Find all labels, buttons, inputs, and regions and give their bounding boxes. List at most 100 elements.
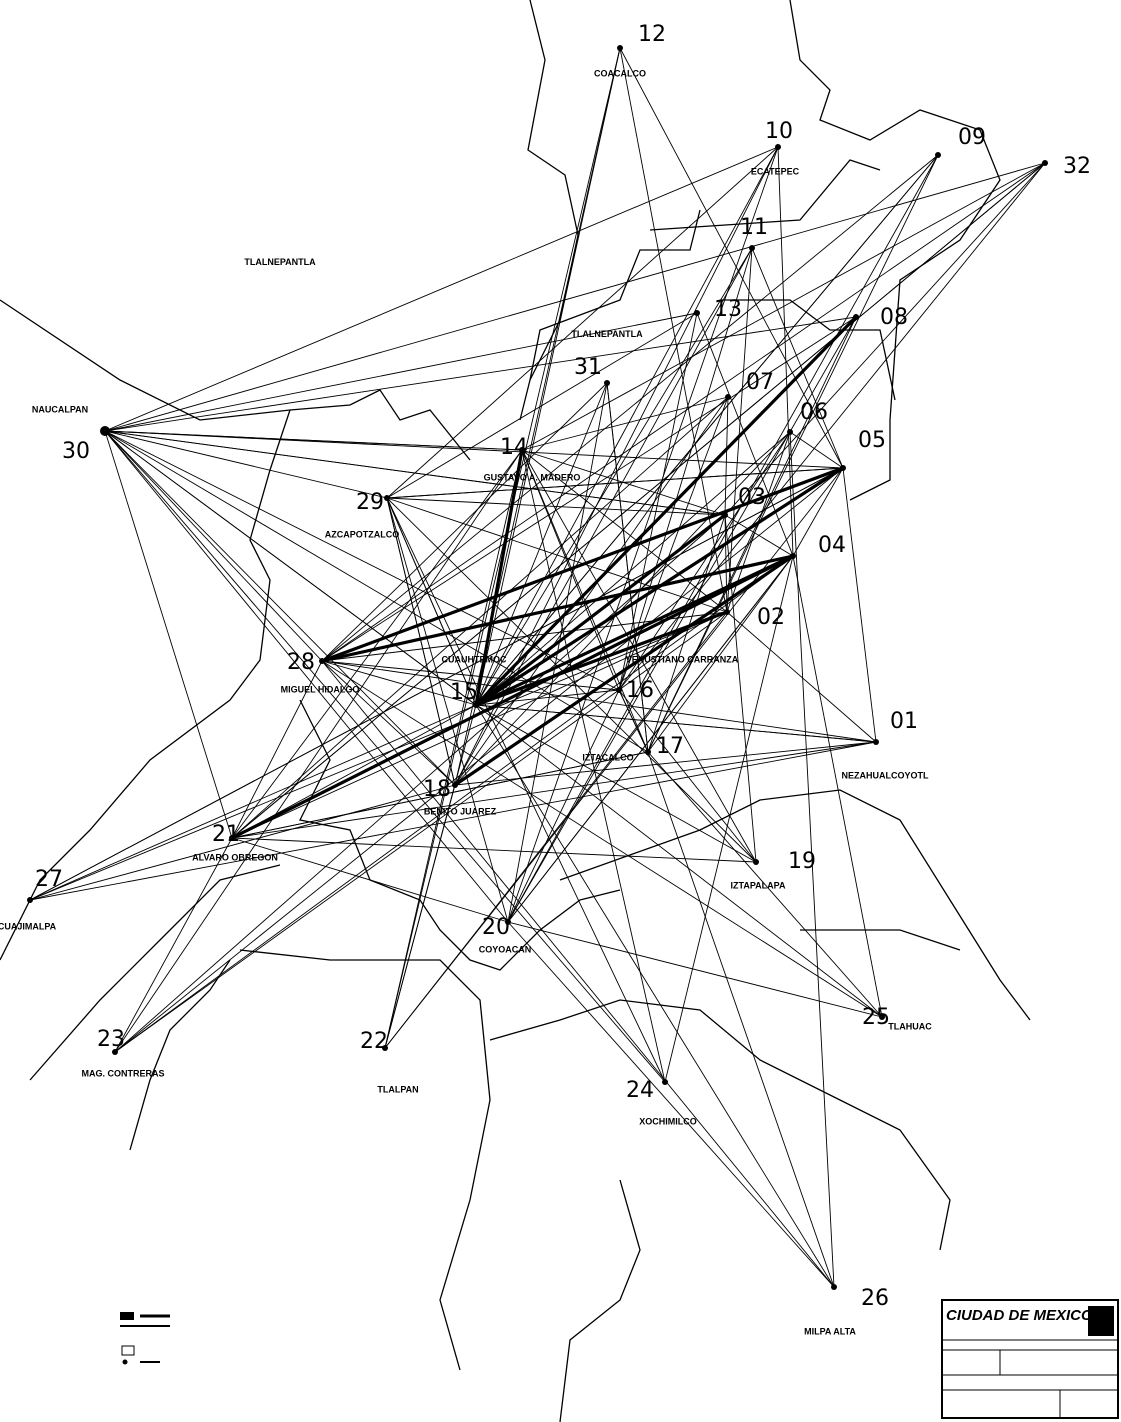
node-point [722,512,728,518]
desire-line [232,556,793,838]
desire-line [115,515,725,1052]
node-point [749,245,755,251]
desire-line [115,468,843,1052]
desire-line [843,468,876,742]
node-name: MILPA ALTA [804,1326,856,1336]
desire-line [322,661,876,742]
node-point [645,749,651,755]
node-number: 07 [746,370,774,395]
node-name: MAG. CONTRERAS [82,1068,165,1078]
desire-line [232,838,508,922]
node-number: 27 [35,867,63,892]
node-name: MIGUEL HIDALGO [281,684,360,694]
desire-line [727,612,876,742]
node-number: 32 [1063,154,1091,179]
node-point [617,45,623,51]
node-number: 06 [800,400,828,425]
desire-line [387,313,697,498]
node-point [100,426,110,436]
node-point [775,144,781,150]
desire-line [105,163,1045,431]
desire-line [322,383,607,661]
desire-line [105,147,778,431]
node-number: 28 [287,650,315,675]
desire-line [232,838,756,862]
desire-line [387,147,778,498]
node-name: COYOACAN [479,944,532,954]
desire-line [30,705,476,900]
node-number: 18 [423,777,451,802]
desire-line [793,556,882,1017]
desire-line [105,431,522,450]
node-name: VENUSTIANO CARRANZA [626,654,739,664]
node-point [840,465,846,471]
node-number: 23 [97,1027,125,1052]
node-name: ECATEPEC [751,166,800,176]
desire-lines [30,48,1045,1287]
node-number: 13 [714,297,742,322]
desire-line [105,431,725,515]
node-point [27,897,33,903]
desire-line [105,431,322,661]
desire-lines-map: 12COACALCO10ECATEPEC09321113310706050814… [0,0,1121,1422]
node-point [853,314,859,320]
node-number: 21 [212,822,240,847]
node-name: CUAJIMALPA [0,921,57,931]
legend [120,1312,170,1365]
node-number: 15 [450,680,478,705]
node-number: 03 [738,485,766,510]
desire-line [115,450,522,1052]
desire-line [30,742,876,900]
node-number: 16 [626,678,654,703]
node-number: 02 [757,605,785,630]
desire-line [322,155,938,661]
node-number: 04 [818,533,846,558]
desire-line [105,431,387,498]
node-point [694,310,700,316]
node-point [724,609,730,615]
node-name: TLALPAN [377,1084,418,1094]
node-number: 19 [788,849,816,874]
node-point [452,782,458,788]
node-point [787,429,793,435]
node-point [616,687,622,693]
node-name: IZTAPALAPA [731,880,786,890]
node-name: NAUCALPAN [32,404,88,414]
node-number: 05 [858,428,886,453]
desire-line [508,922,834,1287]
node-name: XOCHIMILCO [639,1116,697,1126]
node-name: TLAHUAC [888,1021,932,1031]
node-name: COACALCO [594,68,646,78]
desire-line [322,163,1045,661]
node-number: 11 [740,215,768,240]
node-point [753,859,759,865]
desire-line [115,690,619,1052]
desire-line [105,431,232,838]
desire-line [232,397,728,838]
district-borders [0,0,1030,1422]
node-number: 09 [958,125,986,150]
node-number: 08 [880,305,908,330]
node-number: 01 [890,709,918,734]
desire-line [30,785,455,900]
node-number: 29 [356,490,384,515]
node-point [873,739,879,745]
node-name: GUSTAVO A. MADERO [484,472,581,482]
node-point [319,658,325,664]
node-point [604,380,610,386]
desire-line [115,838,232,1052]
desire-line [385,785,455,1048]
node-point [935,152,941,158]
node-number: 30 [62,439,90,464]
node-number: 31 [574,355,602,380]
node-point [831,1284,837,1290]
desire-line [232,163,1045,838]
node-number: 26 [861,1286,889,1311]
node-name: AZCAPOTZALCO [325,529,400,539]
node-point [725,394,731,400]
node-number: 25 [862,1005,890,1030]
desire-line [648,752,834,1287]
desire-line [778,147,793,556]
node-number: 20 [482,915,510,940]
desire-line [725,163,1045,515]
